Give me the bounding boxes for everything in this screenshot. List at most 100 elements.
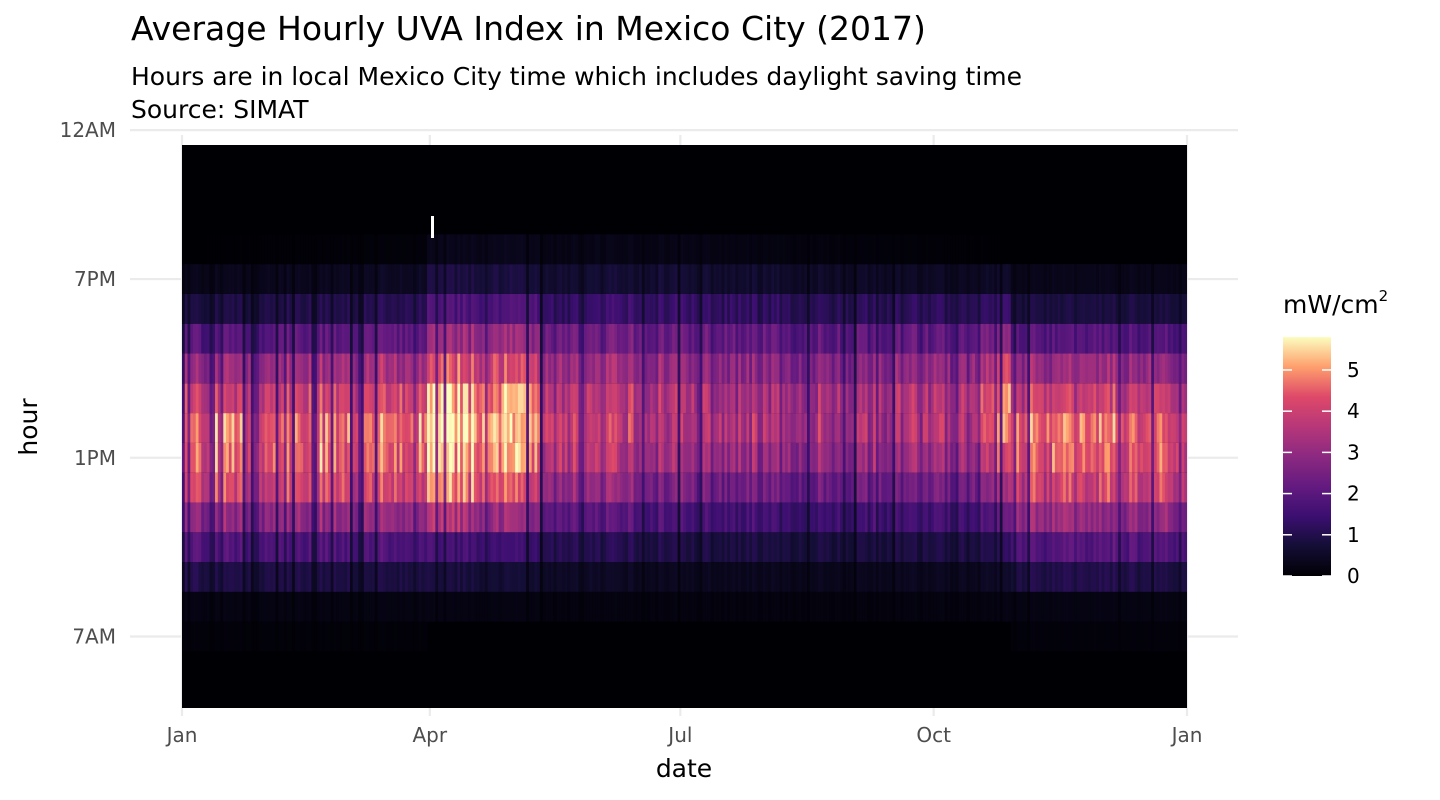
heatmap-cell (548, 383, 552, 414)
heatmap-day-column (917, 234, 921, 622)
heatmap-cell (193, 323, 197, 354)
heatmap-cell (330, 264, 334, 294)
heatmap-cell (699, 353, 703, 384)
heatmap-cell (875, 293, 880, 324)
heatmap-cell (517, 353, 522, 384)
heatmap-cell (374, 591, 378, 622)
heatmap-cell (738, 562, 742, 592)
heatmap-cell (294, 413, 299, 443)
heatmap-cell (793, 234, 797, 265)
heatmap-cell (820, 264, 824, 294)
heatmap-cell (292, 502, 296, 533)
heatmap-cell (853, 413, 857, 443)
heatmap-cell (1021, 413, 1025, 443)
heatmap-cell (1008, 323, 1012, 354)
heatmap-cell (523, 472, 527, 503)
heatmap-cell (829, 353, 833, 384)
heatmap-cell (234, 383, 238, 414)
heatmap-cell (878, 502, 882, 533)
heatmap-cell (226, 264, 230, 294)
heatmap-cell (223, 472, 227, 503)
heatmap-cell (743, 413, 747, 443)
heatmap-cell (234, 621, 238, 652)
heatmap-cell (688, 562, 692, 592)
heatmap-cell (641, 442, 645, 473)
heatmap-cell (1126, 383, 1130, 414)
heatmap-cell (930, 532, 935, 563)
heatmap-cell (961, 502, 965, 533)
heatmap-cell (922, 293, 926, 324)
heatmap-cell (743, 323, 747, 354)
heatmap-cell (859, 502, 863, 533)
heatmap-cell (1093, 532, 1097, 563)
heatmap-cell (432, 532, 436, 563)
heatmap-cell (856, 383, 860, 414)
heatmap-cell (245, 234, 249, 265)
heatmap-cell (1134, 442, 1138, 473)
heatmap-cell (622, 293, 626, 324)
heatmap-cell (732, 234, 736, 265)
heatmap-cell (1013, 442, 1017, 473)
heatmap-cell (754, 323, 758, 354)
heatmap-cell (895, 472, 899, 503)
heatmap-cell (347, 621, 351, 652)
heatmap-cell (1060, 383, 1064, 414)
heatmap-cell (705, 472, 709, 503)
heatmap-cell (1049, 442, 1053, 473)
heatmap-cell (751, 502, 756, 533)
heatmap-cell (1093, 591, 1097, 622)
heatmap-cell (556, 413, 560, 443)
heatmap-cell (878, 264, 882, 294)
heatmap-cell (553, 502, 557, 533)
heatmap-cell (727, 472, 731, 503)
heatmap-cell (223, 413, 227, 443)
heatmap-cell (922, 591, 926, 622)
heatmap-cell (457, 293, 461, 324)
heatmap-cell (592, 472, 596, 503)
heatmap-cell (228, 383, 232, 414)
heatmap-cell (567, 562, 571, 592)
heatmap-cell (352, 562, 356, 592)
heatmap-cell (316, 323, 321, 354)
heatmap-cell (410, 264, 414, 294)
heatmap-cell (906, 502, 910, 533)
heatmap-cell (1032, 562, 1036, 592)
heatmap-cell (908, 264, 913, 294)
heatmap-cell (666, 353, 670, 384)
heatmap-cell (193, 591, 197, 622)
heatmap-cell (793, 502, 797, 533)
heatmap-day-column (531, 234, 535, 622)
heatmap-cell (1052, 562, 1056, 592)
heatmap-cell (1060, 413, 1064, 443)
heatmap-cell (972, 353, 976, 384)
heatmap-cell (366, 264, 370, 294)
heatmap-cell (716, 591, 720, 622)
heatmap-cell (930, 413, 935, 443)
heatmap-cell (374, 502, 378, 533)
heatmap-cell (253, 264, 257, 294)
heatmap-cell (1016, 353, 1020, 384)
heatmap-cell (702, 234, 706, 265)
heatmap-cell (606, 442, 610, 473)
heatmap-cell (440, 264, 444, 294)
heatmap-cell (1054, 562, 1058, 592)
heatmap-cell (977, 502, 981, 533)
heatmap-cell (358, 472, 362, 503)
heatmap-cell (369, 234, 373, 265)
heatmap-cell (881, 442, 885, 473)
heatmap-cell (743, 264, 747, 294)
heatmap-cell (416, 562, 420, 592)
heatmap-cell (377, 264, 381, 294)
heatmap-cell (666, 323, 670, 354)
heatmap-cell (418, 323, 422, 354)
heatmap-cell (1107, 264, 1111, 294)
heatmap-cell (385, 621, 389, 652)
heatmap-cell (716, 293, 720, 324)
heatmap-cell (413, 472, 417, 503)
heatmap-cell (727, 234, 731, 265)
heatmap-cell (628, 353, 632, 384)
heatmap-cell (322, 234, 326, 265)
heatmap-cell (380, 472, 384, 503)
heatmap-day-column (1074, 264, 1078, 652)
heatmap-cell (374, 353, 378, 384)
